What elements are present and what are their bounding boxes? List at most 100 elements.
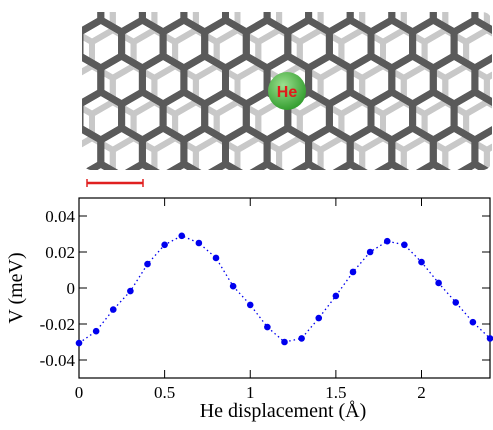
tube-ring [267, 200, 309, 248]
tube-ring [38, 164, 80, 212]
tube-ring [487, 138, 493, 186]
tube-ring [392, 272, 434, 320]
data-point [247, 302, 254, 309]
tube-ring [101, 200, 143, 248]
data-point [384, 238, 391, 245]
tube-ring [18, 0, 60, 32]
y-tick-label: 0 [67, 279, 76, 298]
tube-ring [445, 282, 487, 330]
tube-ring [445, 210, 487, 258]
tube-ring [288, 236, 330, 284]
tube-ring [309, 272, 351, 320]
tube-ring [175, 0, 217, 6]
series-line [79, 236, 490, 343]
data-point [470, 319, 477, 326]
tube-ring [404, 282, 446, 330]
data-point [264, 324, 271, 331]
tube-ring [383, 246, 425, 294]
tube-ring [38, 92, 80, 140]
data-point [452, 299, 459, 306]
tube-ring [134, 0, 176, 6]
tube-ring [341, 0, 383, 6]
tube-ring [341, 246, 383, 294]
tube-ring [154, 138, 196, 186]
tube-ring [71, 210, 113, 258]
tube-ring [38, 20, 80, 68]
tube-ring [142, 200, 184, 248]
tube-ring [226, 272, 268, 320]
figure: He V (meV) He displacement (Å) -0.04-0.0… [0, 0, 493, 425]
tube-ring [205, 236, 247, 284]
y-tick-label: 0.02 [45, 243, 75, 262]
data-point [298, 335, 305, 342]
tube-ring [163, 164, 205, 212]
tube-ring [300, 0, 342, 6]
y-tick-label: -0.04 [40, 351, 76, 370]
tube-ring [238, 282, 280, 330]
data-point [230, 283, 237, 290]
tube-ring [113, 282, 155, 330]
tube-ring [279, 210, 321, 258]
tube-ring [321, 210, 363, 258]
tube-ring [279, 138, 321, 186]
tube-ring [113, 210, 155, 258]
tube-ring [454, 164, 493, 212]
data-point [76, 340, 83, 347]
plot-frame [79, 198, 490, 378]
x-tick-label: 1.5 [325, 383, 346, 402]
tube-ring [101, 272, 143, 320]
tube-ring [413, 164, 455, 212]
tube-ring [246, 236, 287, 284]
tube-ring [371, 164, 413, 212]
tube-ring [205, 164, 247, 212]
tube-ring [80, 164, 122, 212]
data-point [213, 255, 220, 262]
tube-ring [71, 282, 113, 330]
tube-ring [487, 0, 493, 42]
data-point [367, 249, 374, 256]
x-tick-label: 0.5 [154, 383, 175, 402]
tube-ring [238, 210, 280, 258]
data-point [93, 328, 100, 335]
data-point [487, 335, 493, 342]
tube-ring [404, 138, 446, 186]
tube-ring [196, 282, 238, 330]
tube-ring [122, 236, 164, 284]
tube-ring [226, 200, 268, 248]
x-tick-label: 0 [75, 383, 84, 402]
tube-ring [433, 272, 475, 320]
tube-ring [321, 282, 363, 330]
data-point [401, 242, 408, 249]
tube-ring [196, 210, 238, 258]
tube-ring [217, 246, 259, 294]
tube-ring [413, 236, 455, 284]
tube-ring [18, 56, 60, 104]
y-axis-label: V (meV) [5, 252, 27, 323]
tube-ring [454, 236, 493, 284]
data-point [435, 280, 442, 287]
tube-ring [30, 66, 72, 114]
atom-label: He [277, 84, 298, 101]
tube-ring [246, 164, 287, 212]
y-tick-label: 0.04 [45, 207, 75, 226]
tube-ring [258, 246, 300, 294]
tube-ring [350, 272, 392, 320]
tube-ring [154, 282, 196, 330]
nanotube [18, 0, 493, 330]
tube-ring [309, 200, 351, 248]
data-point [161, 242, 168, 249]
tube-ring [383, 0, 425, 6]
tube-ring [154, 210, 196, 258]
tube-ring [238, 138, 280, 186]
tube-ring [404, 210, 446, 258]
tube-ring [184, 200, 226, 248]
tube-ring [433, 200, 475, 248]
tube-ring [113, 138, 155, 186]
x-tick-label: 1 [246, 383, 255, 402]
tube-ring [196, 138, 238, 186]
tube-ring [392, 200, 434, 248]
tube-ring [425, 246, 467, 294]
data-point [281, 339, 288, 346]
tube-ring [18, 128, 60, 176]
tube-ring [217, 0, 259, 6]
